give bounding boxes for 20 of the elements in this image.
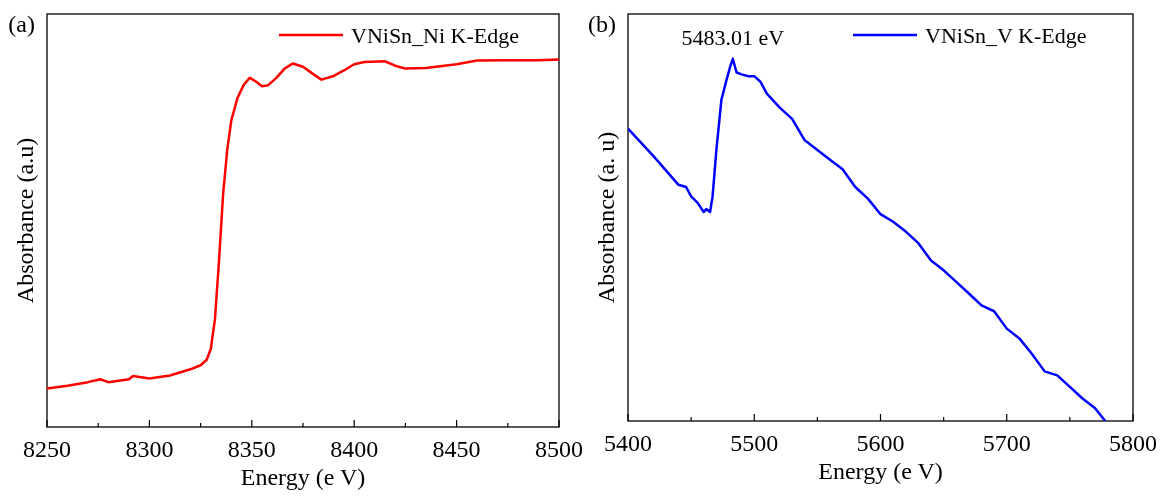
x-tick-label: 5800 xyxy=(1109,430,1157,456)
x-tick-label: 5500 xyxy=(730,430,779,456)
x-tick-label: 8450 xyxy=(432,436,481,462)
x-tick-label: 8500 xyxy=(535,436,583,462)
y-axis-title: Absorbance (a.u) xyxy=(12,137,38,304)
x-tick-label: 5700 xyxy=(982,430,1031,456)
x-tick-label: 8350 xyxy=(227,436,276,462)
annotation: 5483.01 eV xyxy=(681,24,785,50)
x-tick-label: 8250 xyxy=(23,436,71,462)
legend-label: VNiSn_V K-Edge xyxy=(925,23,1087,48)
x-tick-label: 5600 xyxy=(856,430,905,456)
legend-label: VNiSn_Ni K-Edge xyxy=(351,23,520,48)
chart-title: (a) xyxy=(8,11,35,37)
chart-title: (b) xyxy=(588,11,616,37)
x-tick-label: 8400 xyxy=(330,436,379,462)
x-tick-label: 8300 xyxy=(125,436,174,462)
x-axis-title: Energy (e V) xyxy=(818,458,943,484)
x-tick-label: 5400 xyxy=(604,430,652,456)
y-axis-title: Absorbance (a. u) xyxy=(593,131,619,304)
x-axis-title: Energy (e V) xyxy=(240,464,366,490)
